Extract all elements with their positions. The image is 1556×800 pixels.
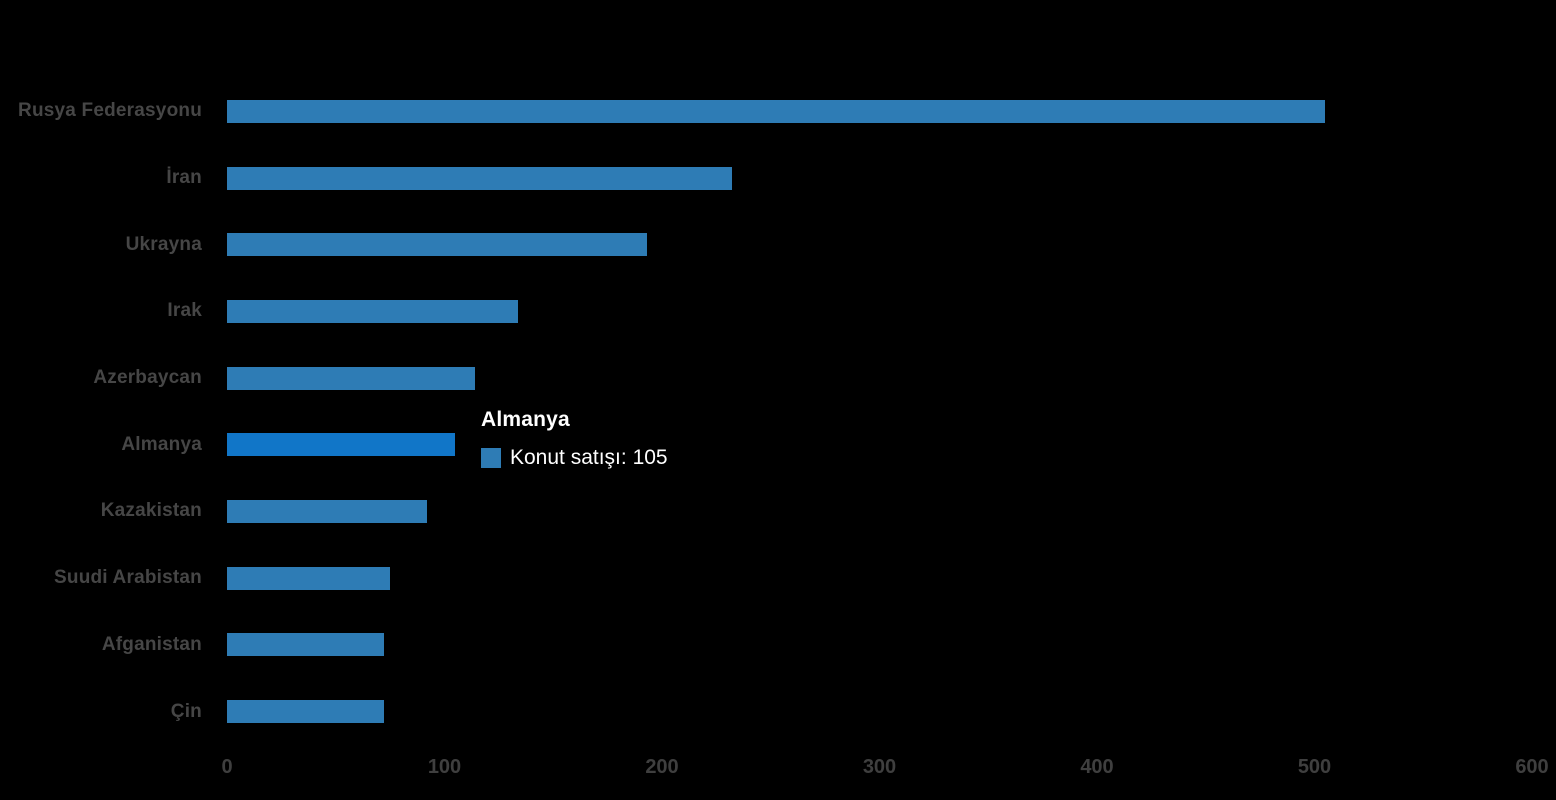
category-label: Kazakistan — [100, 500, 202, 522]
tooltip-series-value: Konut satışı: 105 — [510, 446, 668, 469]
category-label: Çin — [170, 700, 202, 722]
bar[interactable] — [227, 566, 391, 590]
x-axis-tick-label: 500 — [1297, 756, 1332, 778]
category-label: Rusya Federasyonu — [18, 100, 202, 122]
bar-row: Almanya — [0, 411, 1556, 478]
category-label: Azerbaycan — [93, 367, 202, 389]
x-axis: 0 100 200 300 400 500 600 — [0, 756, 1556, 786]
bar[interactable] — [227, 166, 732, 190]
bar[interactable] — [227, 700, 384, 724]
bar-row: Kazakistan — [0, 478, 1556, 545]
plot-area: Rusya Federasyonu İran Ukrayna Irak Azer… — [0, 78, 1556, 745]
category-label: Almanya — [121, 433, 202, 455]
bar[interactable] — [227, 299, 519, 323]
tooltip-title: Almanya — [481, 408, 570, 431]
bar[interactable] — [227, 233, 647, 257]
bar[interactable] — [227, 433, 456, 457]
bar-row: Rusya Federasyonu — [0, 78, 1556, 145]
x-axis-tick-label: 200 — [645, 756, 679, 778]
bar[interactable] — [227, 633, 384, 657]
bar-row: Irak — [0, 278, 1556, 345]
tooltip-series-row: Konut satışı: 105 — [481, 446, 668, 470]
x-axis-tick-label: 600 — [1515, 756, 1549, 778]
x-axis-tick-label: 100 — [427, 756, 462, 778]
bar-row: Ukrayna — [0, 211, 1556, 278]
tooltip: Almanya Konut satışı: 105 — [481, 408, 668, 470]
bar[interactable] — [227, 366, 475, 390]
category-label: İran — [166, 167, 202, 189]
category-label: Irak — [167, 300, 202, 322]
x-axis-tick-label: 400 — [1080, 756, 1114, 778]
bar-row: Azerbaycan — [0, 345, 1556, 412]
bar-row: Çin — [0, 678, 1556, 745]
x-axis-tick-label: 300 — [862, 756, 897, 778]
bar-row: Afganistan — [0, 612, 1556, 679]
bar[interactable] — [227, 99, 1326, 123]
x-axis-tick-label: 0 — [221, 756, 233, 778]
bar-row: Suudi Arabistan — [0, 545, 1556, 612]
category-label: Afganistan — [101, 633, 202, 655]
bar[interactable] — [227, 499, 428, 523]
category-label: Suudi Arabistan — [54, 567, 202, 589]
tooltip-series-swatch-icon — [481, 448, 501, 468]
category-label: Ukrayna — [125, 233, 202, 255]
bar-row: İran — [0, 145, 1556, 212]
